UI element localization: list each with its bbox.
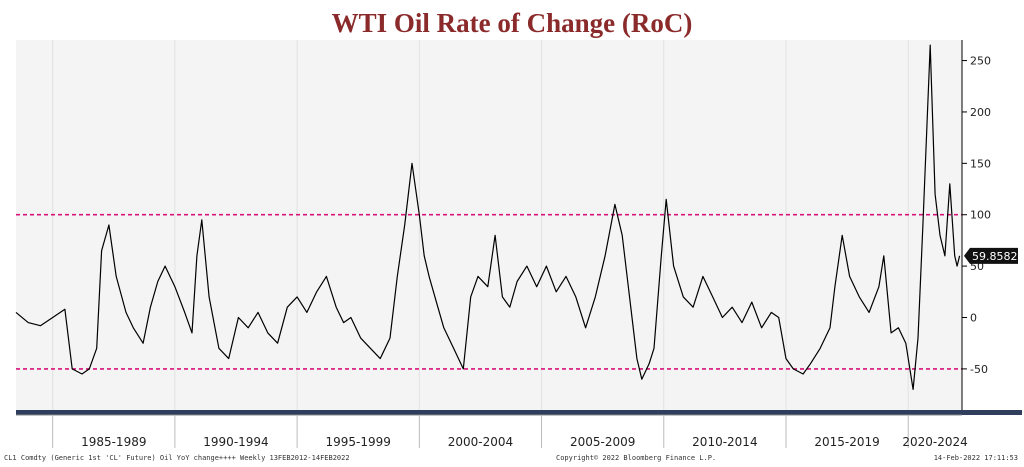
x-tick-label: 2005-2009 — [570, 435, 635, 449]
y-tick-label: 150 — [970, 157, 991, 170]
x-tick-label: 1995-1999 — [326, 435, 391, 449]
last-value-label: 59.8582 — [972, 250, 1018, 263]
last-value-badge — [964, 247, 1018, 264]
x-tick-label: 1985-1989 — [81, 435, 146, 449]
x-tick-label: 2015-2019 — [814, 435, 879, 449]
y-tick-label: -50 — [970, 363, 988, 376]
x-tick-label: 2000-2004 — [448, 435, 513, 449]
x-axis-band — [16, 410, 1022, 415]
x-tick-label: 2010-2014 — [692, 435, 757, 449]
footer-source: CL1 Comdty (Generic 1st 'CL' Future) Oil… — [4, 454, 350, 462]
series-line — [15, 44, 961, 390]
x-tick-label: 1990-1994 — [203, 435, 268, 449]
y-tick-label: 200 — [970, 106, 991, 119]
y-tick-label: 250 — [970, 55, 991, 68]
plot-area — [16, 40, 962, 410]
y-tick-label: 100 — [970, 209, 991, 222]
chart-title: WTI Oil Rate of Change (RoC) — [331, 8, 693, 38]
x-tick-label: 2020-2024 — [902, 435, 967, 449]
footer-timestamp: 14-Feb-2022 17:11:53 — [933, 454, 1018, 462]
y-tick-label: 0 — [970, 312, 977, 325]
footer-copyright: Copyright© 2022 Bloomberg Finance L.P. — [556, 454, 717, 462]
